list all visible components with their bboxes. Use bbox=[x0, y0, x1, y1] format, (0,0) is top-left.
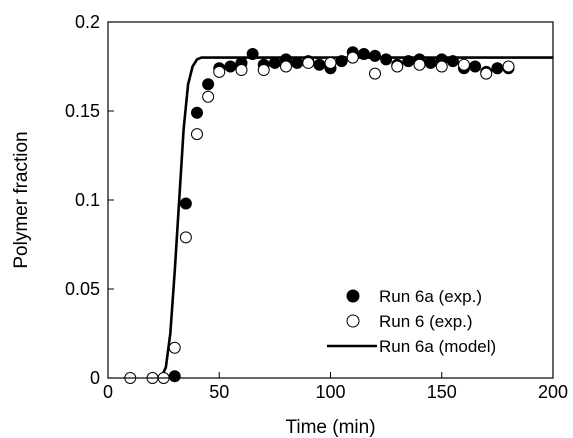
point-run-6a-exp bbox=[268, 56, 281, 69]
point-run-6-exp bbox=[413, 58, 426, 71]
point-run-6-exp bbox=[458, 58, 470, 71]
point-run-6a-exp bbox=[224, 60, 237, 73]
point-run-6a-exp bbox=[246, 48, 259, 61]
legend-label-run-6-exp: Run 6 (exp.) bbox=[379, 312, 473, 331]
point-run-6-exp bbox=[202, 90, 215, 103]
point-run-6-exp bbox=[435, 60, 448, 73]
point-run-6a-exp bbox=[357, 48, 370, 61]
points-layer bbox=[124, 46, 515, 384]
point-run-6a-exp bbox=[179, 197, 192, 210]
point-run-6-exp bbox=[369, 67, 381, 80]
point-run-6a-exp bbox=[291, 56, 304, 69]
point-run-6-exp bbox=[191, 128, 203, 141]
legend: Run 6a (exp.) Run 6 (exp.) Run 6a (model… bbox=[327, 287, 496, 356]
y-tick-label: 0.1 bbox=[75, 190, 100, 210]
point-run-6-exp bbox=[391, 60, 404, 73]
point-run-6-exp bbox=[480, 67, 493, 80]
point-run-6a-exp bbox=[313, 58, 326, 71]
x-tick-label: 50 bbox=[209, 382, 229, 402]
point-run-6-exp bbox=[257, 64, 270, 77]
model-line-run-6a bbox=[152, 56, 553, 380]
x-tick-label: 150 bbox=[427, 382, 457, 402]
legend-marker-run-6-exp bbox=[346, 314, 360, 328]
point-run-6a-exp bbox=[402, 55, 415, 68]
point-run-6-exp bbox=[280, 60, 292, 73]
point-run-6a-exp bbox=[469, 60, 482, 73]
point-run-6a-exp bbox=[168, 370, 181, 383]
x-tick-label: 100 bbox=[315, 382, 345, 402]
point-run-6a-exp bbox=[335, 55, 348, 68]
x-tick-label: 0 bbox=[103, 382, 113, 402]
point-run-6a-exp bbox=[380, 53, 393, 66]
tick-labels: 0 50 100 150 200 0 0.05 0.1 0.15 0.2 bbox=[65, 12, 568, 402]
point-run-6-exp bbox=[213, 65, 226, 78]
y-tick-label: 0 bbox=[90, 368, 100, 388]
point-run-6a-exp bbox=[202, 78, 215, 91]
point-run-6-exp bbox=[235, 64, 248, 77]
y-tick-label: 0.2 bbox=[75, 12, 100, 32]
point-run-6-exp bbox=[168, 341, 181, 354]
point-run-6-exp bbox=[346, 51, 359, 64]
legend-label-run-6a-model: Run 6a (model) bbox=[379, 337, 496, 356]
point-run-6a-exp bbox=[191, 106, 203, 119]
point-run-6a-exp bbox=[424, 56, 437, 69]
y-tick-label: 0.15 bbox=[65, 101, 100, 121]
point-run-6-exp bbox=[324, 56, 337, 69]
legend-label-run-6a-exp: Run 6a (exp.) bbox=[379, 287, 482, 306]
x-axis-title: Time (min) bbox=[285, 417, 375, 438]
y-axis-title: Polymer fraction bbox=[11, 131, 32, 268]
plot-frame bbox=[107, 21, 554, 379]
y-tick-label: 0.05 bbox=[65, 279, 100, 299]
point-run-6a-exp bbox=[369, 49, 381, 62]
legend-marker-run-6a-exp bbox=[346, 289, 360, 303]
point-run-6-exp bbox=[179, 231, 192, 244]
point-run-6-exp bbox=[502, 60, 515, 73]
point-run-6a-exp bbox=[446, 55, 459, 68]
model-layer bbox=[152, 56, 553, 380]
point-run-6-exp bbox=[302, 56, 315, 69]
x-tick-label: 200 bbox=[538, 382, 568, 402]
point-run-6a-exp bbox=[491, 62, 504, 75]
